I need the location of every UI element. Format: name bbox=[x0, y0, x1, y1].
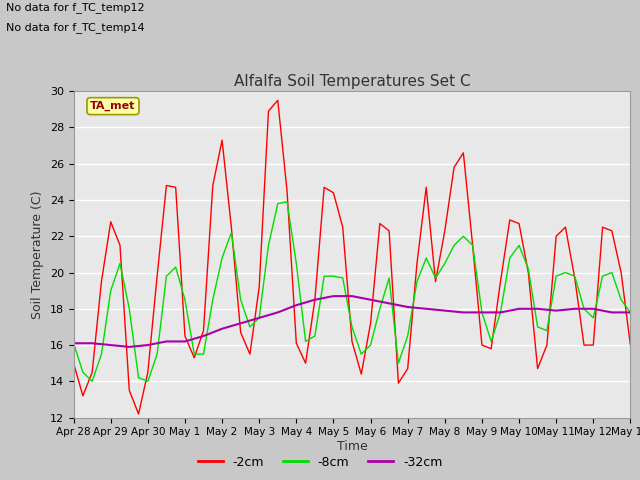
Legend: -2cm, -8cm, -32cm: -2cm, -8cm, -32cm bbox=[193, 451, 447, 474]
Title: Alfalfa Soil Temperatures Set C: Alfalfa Soil Temperatures Set C bbox=[234, 73, 470, 89]
Y-axis label: Soil Temperature (C): Soil Temperature (C) bbox=[31, 190, 44, 319]
Text: No data for f_TC_temp14: No data for f_TC_temp14 bbox=[6, 22, 145, 33]
Text: No data for f_TC_temp12: No data for f_TC_temp12 bbox=[6, 2, 145, 13]
X-axis label: Time: Time bbox=[337, 440, 367, 453]
Text: TA_met: TA_met bbox=[90, 101, 136, 111]
